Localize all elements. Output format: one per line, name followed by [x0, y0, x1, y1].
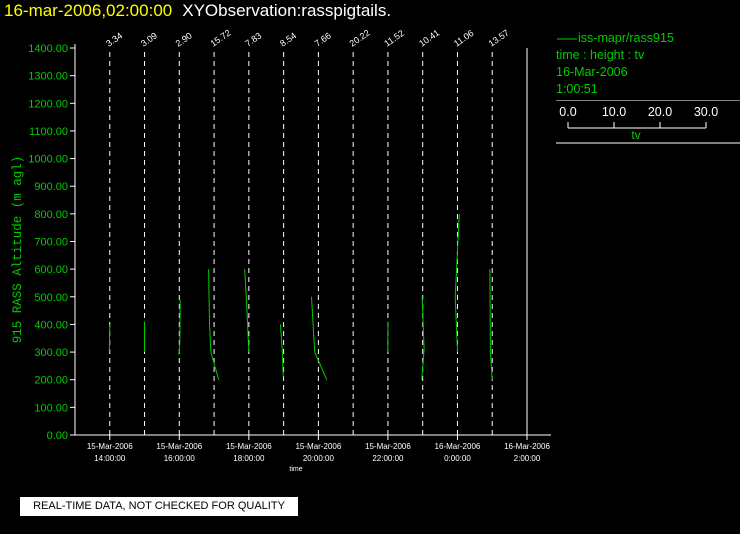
y-tick-label: 900.00 [34, 181, 68, 193]
x-tick-date: 16-Mar-2006 [435, 442, 481, 451]
legend-date: 16-Mar-2006 [556, 65, 628, 79]
legend-time: 1:00:51 [556, 82, 598, 96]
profile-line [208, 269, 220, 380]
profile-line [489, 269, 493, 380]
scale-tick-label: 30.0 [694, 105, 718, 119]
chart-title: 16-mar-2006,02:00:00 XYObservation:rasspi… [4, 1, 391, 21]
y-tick-label: 800.00 [34, 209, 68, 221]
y-tick-label: 400.00 [34, 319, 68, 331]
profile-line [454, 213, 460, 353]
y-tick-label: 700.00 [34, 237, 68, 249]
y-tick-label: 1000.00 [28, 154, 68, 166]
x-tick-date: 15-Mar-2006 [365, 442, 411, 451]
y-tick-label: 300.00 [34, 347, 68, 359]
x-tick-date: 15-Mar-2006 [226, 442, 272, 451]
profile-line [244, 269, 250, 353]
profile-label: 3.09 [139, 30, 159, 48]
scale-label: tv [631, 128, 640, 142]
x-tick-time: 18:00:00 [233, 454, 265, 463]
profile-label: 11.06 [452, 28, 476, 49]
y-tick-label: 1400.00 [28, 43, 68, 55]
title-datetime: 16-mar-2006,02:00:00 [4, 1, 173, 20]
y-tick-label: 600.00 [34, 264, 68, 276]
y-tick-label: 0.00 [47, 430, 68, 442]
x-tick-time: 14:00:00 [94, 454, 126, 463]
profile-line [108, 324, 111, 353]
profile-label: 10.41 [417, 28, 441, 49]
tv-scale: 0.0 10.0 20.0 30.0 tv [556, 100, 740, 144]
scale-tick-label: 10.0 [602, 105, 626, 119]
profile-line [178, 299, 181, 355]
scale-tick-label: 20.0 [648, 105, 672, 119]
profile-label: 20.22 [348, 28, 372, 49]
legend-series-name: iss-mapr/rass915 [578, 31, 674, 45]
x-axis-label: time [289, 466, 302, 473]
profile-line [279, 324, 284, 377]
x-tick-time: 0:00:00 [444, 454, 471, 463]
x-tick-date: 16-Mar-2006 [504, 442, 550, 451]
x-tick-date: 15-Mar-2006 [156, 442, 202, 451]
profile-label: 8.54 [278, 30, 298, 48]
y-tick-label: 1300.00 [28, 71, 68, 83]
y-tick-label: 100.00 [34, 402, 68, 414]
x-tick-time: 22:00:00 [372, 454, 404, 463]
profile-label: 7.83 [243, 30, 263, 48]
x-tick-time: 16:00:00 [164, 454, 196, 463]
profile-label: 11.52 [382, 28, 406, 49]
profile-label: 13.57 [487, 28, 511, 49]
profile-label: 7.66 [313, 30, 333, 48]
legend: iss-mapr/rass915 time : height : tv 16-M… [556, 30, 740, 160]
x-tick-time: 2:00:00 [514, 454, 541, 463]
legend-axes-desc: time : height : tv [556, 48, 645, 62]
profile-line [311, 296, 328, 380]
title-observation: XYObservation:rasspigtails. [182, 1, 392, 20]
profile-line [421, 296, 425, 380]
x-tick-date: 15-Mar-2006 [87, 442, 133, 451]
quality-disclaimer: REAL-TIME DATA, NOT CHECKED FOR QUALITY [20, 497, 298, 516]
scale-tick-label: 0.0 [559, 105, 576, 119]
y-tick-label: 1100.00 [29, 126, 68, 138]
profile-label: 3.34 [104, 30, 124, 48]
x-tick-time: 20:00:00 [303, 454, 335, 463]
x-tick-date: 15-Mar-2006 [295, 442, 341, 451]
y-tick-label: 200.00 [34, 375, 68, 387]
legend-line-swatch [557, 38, 577, 40]
y-tick-label: 500.00 [34, 292, 68, 304]
profile-label: 15.72 [208, 28, 232, 49]
y-axis-label: 915 RASS Altitude (m agl) [11, 156, 25, 344]
legend-series-row: iss-mapr/rass915 [556, 30, 740, 47]
profile-label: 2.90 [174, 30, 194, 48]
y-tick-label: 1200.00 [28, 98, 68, 110]
